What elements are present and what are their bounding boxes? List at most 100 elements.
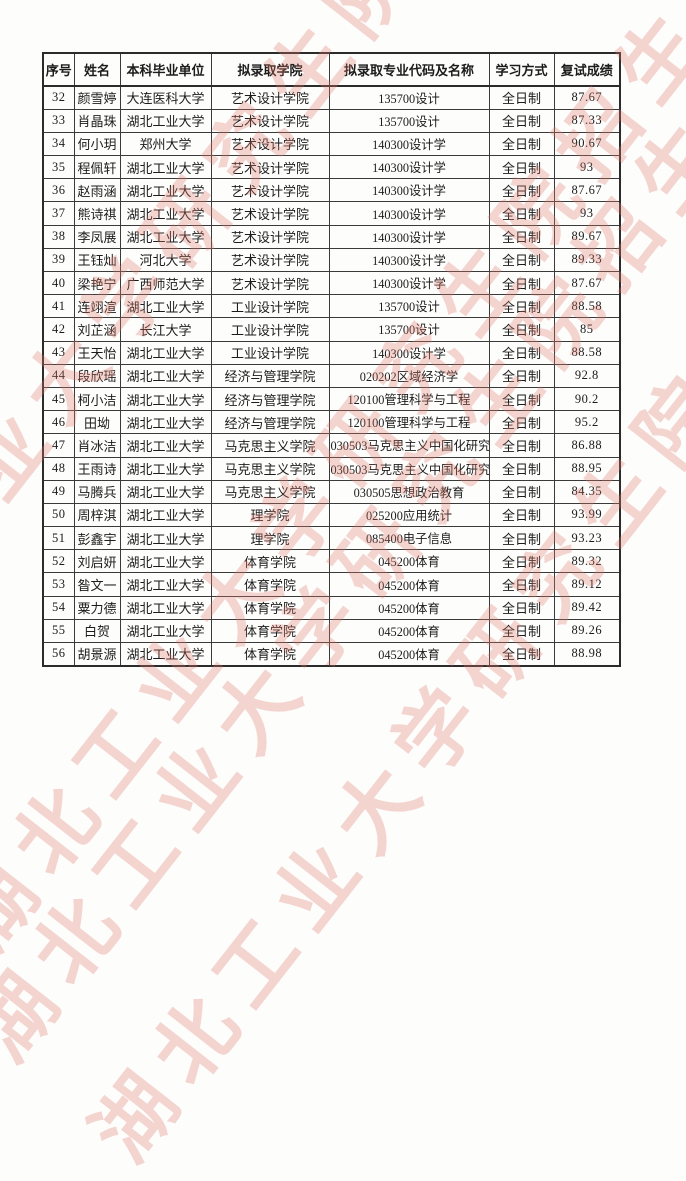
cell-name: 田坳 [73,410,121,435]
cell-admitted-college: 体育学院 [210,595,330,620]
cell-study-mode: 全日制 [488,155,555,180]
cell-exam-score: 84.35 [553,479,621,504]
cell-name: 肖冰洁 [73,433,121,458]
cell-index: 42 [42,317,75,342]
cell-exam-score: 88.58 [553,294,621,319]
cell-name: 胡景源 [73,641,121,667]
cell-study-mode: 全日制 [488,479,555,504]
cell-name: 柯小洁 [73,386,121,412]
cell-study-mode: 全日制 [488,85,555,110]
cell-index: 47 [42,433,75,458]
cell-undergrad-school: 大连医科大学 [119,85,212,110]
cell-undergrad-school: 湖北工业大学 [119,410,212,435]
cell-undergrad-school: 湖北工业大学 [119,456,212,481]
cell-undergrad-school: 湖北工业大学 [119,363,212,388]
cell-study-mode: 全日制 [488,572,555,597]
table-row: 41 连翊渲 湖北工业大学 工业设计学院 135700设计 全日制 88.58 [42,294,621,319]
cell-study-mode: 全日制 [488,131,555,157]
table-row: 56 胡景源 湖北工业大学 体育学院 045200体育 全日制 88.98 [42,641,621,667]
cell-major-code-name: 135700设计 [328,108,490,133]
cell-index: 35 [42,155,75,180]
table-row: 48 王雨诗 湖北工业大学 马克思主义学院 030503马克思主义中国化研究 全日制 88.… [42,456,621,481]
header-study-mode: 学习方式 [488,52,555,87]
cell-index: 37 [42,201,75,226]
cell-exam-score: 93 [553,155,621,180]
cell-exam-score: 88.58 [553,340,621,365]
cell-admitted-college: 体育学院 [210,549,330,574]
cell-name: 马腾兵 [73,479,121,504]
cell-admitted-college: 工业设计学院 [210,340,330,365]
cell-undergrad-school: 河北大学 [119,247,212,273]
header-undergrad-school: 本科毕业单位 [119,52,212,87]
cell-name: 颜雪婷 [73,85,121,110]
cell-undergrad-school: 湖北工业大学 [119,526,212,551]
cell-study-mode: 全日制 [488,201,555,226]
cell-name: 连翊渲 [73,294,121,319]
cell-exam-score: 87.67 [553,270,621,296]
cell-name: 王天怡 [73,340,121,365]
header-row: 序号 姓名 本科毕业单位 拟录取学院 拟录取专业代码及名称 学习方式 复试成绩 [42,52,621,87]
cell-major-code-name: 140300设计学 [328,270,490,296]
table-row: 35 程佩轩 湖北工业大学 艺术设计学院 140300设计学 全日制 93 [42,155,621,180]
cell-exam-score: 86.88 [553,433,621,458]
cell-undergrad-school: 长江大学 [119,317,212,342]
cell-undergrad-school: 湖北工业大学 [119,201,212,226]
cell-major-code-name: 140300设计学 [328,224,490,249]
cell-index: 51 [42,526,75,551]
cell-name: 王钰灿 [73,247,121,273]
cell-name: 段欣瑶 [73,363,121,388]
cell-exam-score: 89.32 [553,549,621,574]
table-row: 53 昝文一 湖北工业大学 体育学院 045200体育 全日制 89.12 [42,572,621,597]
cell-study-mode: 全日制 [488,502,555,528]
cell-undergrad-school: 湖北工业大学 [119,641,212,667]
cell-admitted-college: 艺术设计学院 [210,108,330,133]
cell-name: 刘芷涵 [73,317,121,342]
cell-admitted-college: 经济与管理学院 [210,386,330,412]
cell-study-mode: 全日制 [488,618,555,644]
cell-admitted-college: 艺术设计学院 [210,85,330,110]
table-row: 54 粟力德 湖北工业大学 体育学院 045200体育 全日制 89.42 [42,595,621,620]
table-row: 40 梁艳宁 广西师范大学 艺术设计学院 140300设计学 全日制 87.67 [42,270,621,296]
cell-name: 赵雨涵 [73,178,121,203]
cell-index: 46 [42,410,75,435]
cell-exam-score: 90.67 [553,131,621,157]
cell-undergrad-school: 湖北工业大学 [119,595,212,620]
cell-index: 38 [42,224,75,249]
cell-undergrad-school: 湖北工业大学 [119,108,212,133]
cell-study-mode: 全日制 [488,247,555,273]
cell-major-code-name: 140300设计学 [328,340,490,365]
table-row: 38 李凤展 湖北工业大学 艺术设计学院 140300设计学 全日制 89.67 [42,224,621,249]
cell-major-code-name: 135700设计 [328,85,490,110]
cell-index: 56 [42,641,75,667]
cell-admitted-college: 理学院 [210,502,330,528]
cell-undergrad-school: 湖北工业大学 [119,178,212,203]
cell-admitted-college: 体育学院 [210,618,330,644]
cell-undergrad-school: 郑州大学 [119,131,212,157]
table-row: 51 彭鑫宇 湖北工业大学 理学院 085400电子信息 全日制 93.23 [42,526,621,551]
cell-undergrad-school: 湖北工业大学 [119,479,212,504]
cell-exam-score: 89.26 [553,618,621,644]
cell-major-code-name: 045200体育 [328,595,490,620]
cell-major-code-name: 045200体育 [328,641,490,667]
cell-study-mode: 全日制 [488,224,555,249]
cell-major-code-name: 030503马克思主义中国化研究 [328,433,490,458]
cell-index: 45 [42,386,75,412]
cell-study-mode: 全日制 [488,433,555,458]
cell-exam-score: 88.95 [553,456,621,481]
table-row: 44 段欣瑶 湖北工业大学 经济与管理学院 020202区域经济学 全日制 92.8 [42,363,621,388]
cell-major-code-name: 140300设计学 [328,247,490,273]
cell-admitted-college: 艺术设计学院 [210,155,330,180]
cell-study-mode: 全日制 [488,549,555,574]
cell-major-code-name: 135700设计 [328,294,490,319]
table-row: 37 熊诗祺 湖北工业大学 艺术设计学院 140300设计学 全日制 93 [42,201,621,226]
cell-study-mode: 全日制 [488,410,555,435]
table-row: 52 刘启妍 湖北工业大学 体育学院 045200体育 全日制 89.32 [42,549,621,574]
cell-study-mode: 全日制 [488,108,555,133]
cell-name: 熊诗祺 [73,201,121,226]
cell-name: 白贺 [73,618,121,644]
table-row: 47 肖冰洁 湖北工业大学 马克思主义学院 030503马克思主义中国化研究 全日制 86.… [42,433,621,458]
cell-exam-score: 87.67 [553,85,621,110]
table-row: 50 周梓淇 湖北工业大学 理学院 025200应用统计 全日制 93.99 [42,502,621,528]
cell-index: 48 [42,456,75,481]
cell-admitted-college: 体育学院 [210,641,330,667]
